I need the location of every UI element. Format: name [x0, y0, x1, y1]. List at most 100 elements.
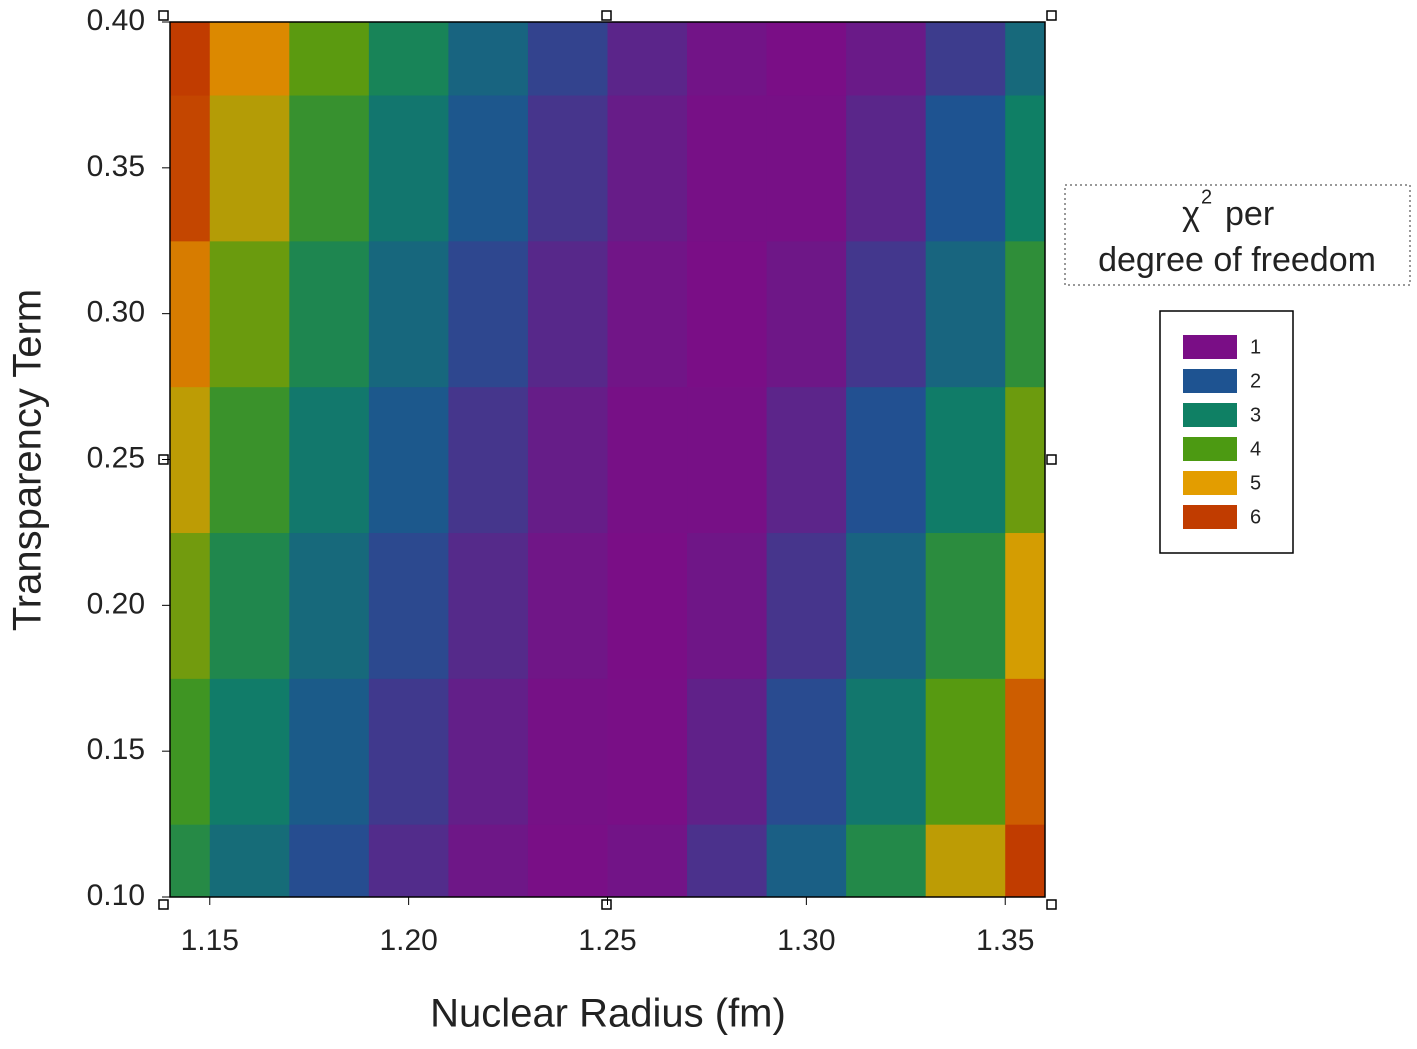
contour-cell — [925, 532, 1006, 679]
contour-cell — [209, 678, 290, 825]
contour-cell — [925, 94, 1006, 242]
contour-cell — [527, 678, 609, 825]
x-axis-label: Nuclear Radius (fm) — [430, 992, 786, 1036]
contour-cell — [846, 240, 927, 388]
contour-cell — [170, 240, 211, 388]
y-tick-label: 0.25 — [87, 441, 145, 474]
contour-cell — [448, 824, 529, 897]
contour-cell — [368, 532, 450, 679]
contour-cell — [846, 824, 927, 897]
contour-cell — [687, 532, 768, 679]
y-axis-label: Transparency Term — [6, 289, 50, 631]
contour-cell — [607, 22, 688, 96]
legend-label: 1 — [1250, 336, 1261, 358]
legend-title-superscript: 2 — [1201, 186, 1212, 208]
legend-swatch — [1183, 471, 1237, 495]
contour-cell — [766, 94, 847, 242]
legend-title-symbol: χ — [1182, 195, 1200, 233]
contour-cell — [687, 678, 768, 825]
contour-cell — [170, 678, 211, 825]
contour-cell — [209, 386, 290, 534]
contour-cell — [170, 94, 211, 242]
contour-cell — [289, 532, 370, 679]
contour-cell — [766, 532, 847, 679]
contour-cell — [687, 386, 768, 534]
contour-cell — [289, 22, 370, 96]
contour-cell — [170, 824, 211, 897]
contour-cell — [607, 94, 688, 242]
legend-title-text: per — [1225, 195, 1274, 233]
contour-cell — [527, 22, 609, 96]
legend-swatch — [1183, 335, 1237, 359]
legend-swatch — [1183, 403, 1237, 427]
contour-cell — [448, 386, 529, 534]
contour-cell — [368, 386, 450, 534]
contour-cell — [289, 386, 370, 534]
legend-label: 3 — [1250, 404, 1261, 426]
y-tick-label: 0.20 — [87, 587, 145, 620]
contour-cell — [368, 22, 450, 96]
contour-cell — [766, 22, 847, 96]
contour-cell — [687, 824, 768, 897]
contour-cell — [846, 532, 927, 679]
x-tick-label: 1.25 — [578, 924, 636, 957]
contour-cell — [846, 678, 927, 825]
x-tick-label: 1.15 — [181, 924, 239, 957]
contour-cell — [209, 532, 290, 679]
legend-title-box — [1064, 184, 1411, 286]
contour-cell — [368, 678, 450, 825]
contour-cell — [766, 240, 847, 388]
y-tick-label: 0.15 — [87, 733, 145, 766]
contour-cell — [1005, 386, 1045, 534]
contour-cell — [448, 22, 529, 96]
legend-label: 6 — [1250, 506, 1261, 528]
contour-cell — [448, 94, 529, 242]
contour-cell — [289, 824, 370, 897]
contour-cell — [527, 94, 609, 242]
contour-cell — [289, 678, 370, 825]
y-tick-label: 0.10 — [87, 879, 145, 912]
contour-cell — [209, 824, 290, 897]
contour-cell — [209, 22, 290, 96]
contour-cell — [527, 824, 609, 897]
contour-cell — [687, 94, 768, 242]
contour-cell — [1005, 824, 1045, 897]
contour-field — [170, 22, 1045, 897]
contour-cell — [607, 386, 688, 534]
contour-cell — [607, 240, 688, 388]
contour-cell — [448, 532, 529, 679]
contour-cell — [527, 386, 609, 534]
contour-cell — [846, 94, 927, 242]
contour-cell — [1005, 22, 1045, 96]
y-tick-label: 0.40 — [87, 4, 145, 37]
contour-cell — [766, 386, 847, 534]
contour-cell — [368, 240, 450, 388]
contour-cell — [209, 94, 290, 242]
contour-cell — [925, 678, 1006, 825]
contour-cell — [448, 240, 529, 388]
contour-cell — [170, 386, 211, 534]
contour-cell — [925, 22, 1006, 96]
legend-label: 5 — [1250, 472, 1261, 494]
contour-cell — [925, 824, 1006, 897]
contour-cell — [289, 94, 370, 242]
contour-cell — [687, 22, 768, 96]
contour-cell — [1005, 678, 1045, 825]
legend-swatch — [1183, 437, 1237, 461]
x-tick-label: 1.35 — [976, 924, 1034, 957]
contour-cell — [368, 94, 450, 242]
legend-label: 2 — [1250, 370, 1261, 392]
contour-cell — [846, 22, 927, 96]
x-tick-label: 1.30 — [777, 924, 835, 957]
contour-cell — [209, 240, 290, 388]
contour-cell — [607, 678, 688, 825]
contour-cell — [687, 240, 768, 388]
contour-cell — [1005, 94, 1045, 242]
y-tick-label: 0.35 — [87, 150, 145, 183]
contour-cell — [607, 532, 688, 679]
contour-cell — [1005, 532, 1045, 679]
contour-cell — [925, 386, 1006, 534]
contour-cell — [1005, 240, 1045, 388]
contour-cell — [448, 678, 529, 825]
